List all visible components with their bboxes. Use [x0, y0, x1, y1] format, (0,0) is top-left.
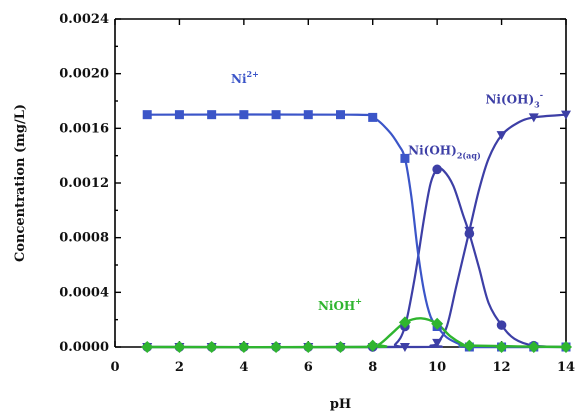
data-point-ni2 — [400, 153, 410, 163]
y-tick-label: 0.0004 — [59, 285, 109, 300]
data-point-ni-oh-2-aq — [496, 320, 507, 330]
series-label-nioh: NiOH+ — [318, 296, 362, 313]
series-label-ni-oh-2-aq: Ni(OH)2(aq) — [408, 143, 481, 160]
data-point-ni-oh-3 — [399, 343, 410, 352]
data-point-nioh — [366, 339, 379, 352]
data-point-ni-oh-3 — [561, 110, 571, 120]
series-line-ni-oh-3 — [147, 113, 567, 349]
data-point-nioh — [495, 341, 508, 353]
data-point-nioh — [205, 341, 218, 353]
data-point-ni-oh-3 — [432, 338, 443, 348]
data-point-nioh — [237, 341, 250, 353]
data-point-nioh — [463, 339, 476, 352]
data-point-ni2 — [303, 110, 313, 120]
series-label-ni-oh-3: Ni(OH)3- — [485, 90, 543, 110]
data-point-nioh — [141, 341, 154, 353]
data-point-ni2 — [207, 110, 217, 120]
x-tick-label: 12 — [493, 360, 511, 375]
y-axis-title: Concentration (mg/L) — [13, 104, 28, 262]
x-axis-title: pH — [330, 397, 351, 412]
data-point-nioh — [398, 316, 411, 329]
data-point-nioh — [173, 341, 186, 353]
data-point-nioh — [270, 341, 283, 353]
data-point-nioh — [560, 341, 572, 353]
x-tick-label: 4 — [239, 360, 248, 375]
data-point-ni-oh-3 — [528, 113, 539, 123]
series-line-ni-oh-2-aq — [147, 167, 567, 349]
x-tick-label: 6 — [304, 360, 313, 375]
series-curves — [147, 113, 567, 349]
data-point-nioh — [431, 317, 444, 330]
series-labels: Ni2+ Ni(OH)2(aq) Ni(OH)3- NiOH+ — [231, 69, 543, 313]
data-point-ni2 — [271, 110, 281, 120]
x-tick-label: 0 — [110, 360, 119, 375]
x-tick-label: 14 — [557, 360, 575, 375]
data-point-nioh — [334, 341, 347, 353]
series-line-ni2 — [147, 113, 567, 349]
y-tick-label: 0.0024 — [59, 12, 109, 27]
y-tick-label: 0.0020 — [59, 67, 109, 82]
data-point-ni2 — [239, 110, 249, 120]
y-tick-label: 0.0000 — [59, 340, 109, 355]
y-tick-label: 0.0016 — [59, 121, 109, 136]
series-markers — [141, 110, 572, 353]
y-tick-label: 0.0012 — [59, 176, 109, 191]
ticks: 0 2 4 6 8 10 12 14 0.0000 0.0004 0.0008 0.0012 0.001… — [59, 12, 575, 375]
x-tick-label: 8 — [368, 360, 377, 375]
data-point-ni-oh-2-aq — [432, 164, 442, 175]
data-point-ni2 — [336, 110, 345, 120]
x-tick-label: 2 — [175, 360, 184, 375]
x-tick-label: 10 — [428, 360, 446, 375]
y-tick-label: 0.0008 — [59, 231, 109, 246]
data-point-ni-oh-2-aq — [464, 228, 475, 239]
data-point-ni2 — [368, 112, 378, 122]
data-point-ni-oh-3 — [496, 131, 507, 141]
data-point-nioh — [302, 341, 315, 353]
series-label-ni2: Ni2+ — [231, 69, 259, 86]
axes — [114, 18, 567, 348]
data-point-ni2 — [142, 110, 152, 120]
data-point-ni2 — [174, 110, 184, 120]
data-point-nioh — [527, 341, 540, 353]
